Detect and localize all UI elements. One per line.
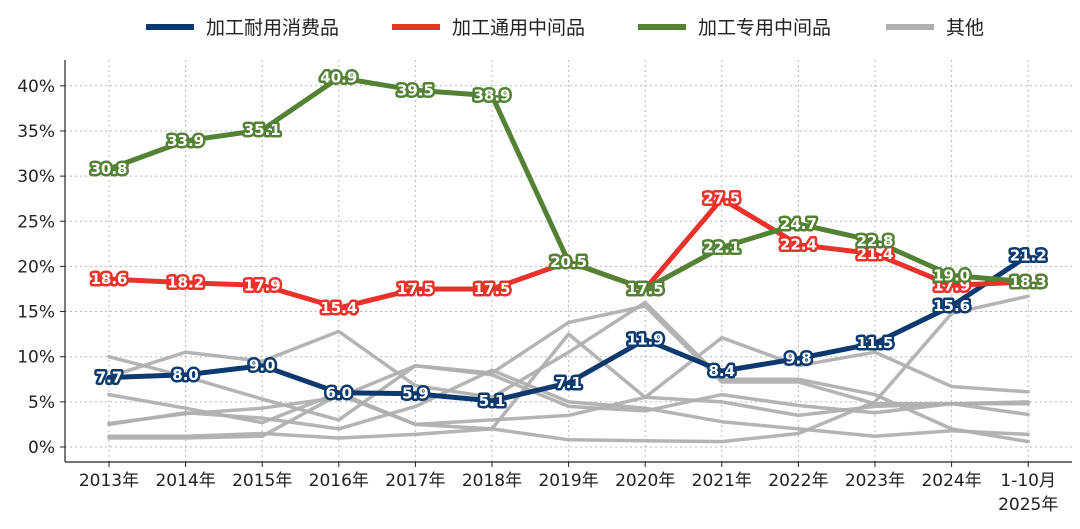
legend-label: 加工专用中间品 (698, 17, 831, 39)
y-tick-label: 20% (17, 257, 55, 277)
legend-label: 加工耐用消费品 (206, 17, 339, 39)
data-label: 40.9 (320, 69, 357, 87)
data-label: 8.0 (172, 366, 199, 384)
series-line-other (107, 368, 1030, 438)
y-tick-label: 10% (17, 348, 55, 368)
data-label: 5.1 (479, 392, 506, 410)
x-tick-label: 2013年 (79, 471, 139, 491)
data-label: 18.3 (1010, 273, 1047, 291)
data-label: 21.2 (1010, 247, 1047, 265)
data-label: 19.0 (933, 266, 970, 284)
x-tick-label: 2020年 (615, 471, 675, 491)
data-label: 11.9 (627, 331, 664, 349)
x-tick-label: 2021年 (692, 471, 752, 491)
x-tick-label: 2019年 (538, 471, 598, 491)
data-label: 15.4 (320, 299, 357, 317)
data-label: 9.0 (249, 357, 276, 375)
data-label: 39.5 (397, 81, 434, 99)
data-label: 17.9 (933, 276, 970, 294)
legend: 加工耐用消费品 加工通用中间品 加工专用中间品 其他 (146, 17, 984, 39)
x-tick-label: 2015年 (232, 471, 292, 491)
data-label: 17.5 (473, 280, 510, 298)
data-label: 22.4 (780, 236, 817, 254)
y-tick-label: 5% (28, 393, 55, 413)
data-label: 7.1 (555, 374, 582, 392)
x-tick-label: 2016年 (309, 471, 369, 491)
data-label: 5.9 (402, 385, 429, 403)
data-label: 27.5 (703, 190, 740, 208)
y-tick-label: 30% (17, 167, 55, 187)
data-label: 30.8 (90, 160, 127, 178)
x-tick-label: 2022年 (768, 471, 828, 491)
data-label: 35.1 (244, 121, 281, 139)
data-label: 6.0 (326, 384, 353, 402)
data-label: 18.3 (1010, 273, 1047, 291)
data-label: 11.5 (856, 334, 893, 352)
data-label: 21.4 (856, 245, 893, 263)
series-line-other (107, 392, 1030, 440)
data-label: 9.8 (785, 350, 812, 368)
data-label: 17.5 (627, 280, 664, 298)
data-label: 8.4 (709, 362, 736, 380)
x-tick-label: 2018年 (462, 471, 522, 491)
data-label: 20.5 (550, 253, 587, 271)
y-tick-label: 0% (28, 438, 55, 458)
x-tick-label: 2023年 (845, 471, 905, 491)
series-line-other (107, 294, 1030, 444)
series-line-加工耐用消费品 (106, 253, 1031, 404)
series-line-other (107, 300, 1030, 444)
legend-label: 加工通用中间品 (452, 17, 585, 39)
series-line-其他 (107, 332, 1030, 431)
series-line-other (107, 363, 1030, 426)
data-label: 22.8 (856, 232, 893, 250)
legend-label: 其他 (946, 17, 984, 39)
data-label: 20.5 (550, 253, 587, 271)
data-label: 17.9 (244, 276, 281, 294)
data-label: 17.5 (397, 280, 434, 298)
y-tick-label: 40% (17, 77, 55, 97)
data-label: 18.2 (167, 274, 204, 292)
x-tick-label: 2017年 (385, 471, 445, 491)
data-label: 33.9 (167, 132, 204, 150)
x-tick-sublabel: 2025年 (998, 495, 1058, 515)
y-tick-label: 35% (17, 122, 55, 142)
y-tick-label: 15% (17, 303, 55, 323)
data-label: 7.7 (96, 368, 123, 386)
data-label: 17.5 (627, 280, 664, 298)
data-label: 22.1 (703, 238, 740, 256)
x-tick-label: 2024年 (921, 471, 981, 491)
x-tick-label: 1-10月 (1000, 471, 1056, 491)
data-label: 18.6 (90, 270, 127, 288)
y-tick-label: 25% (17, 212, 55, 232)
data-label: 24.7 (780, 215, 817, 233)
data-label: 38.9 (473, 87, 510, 105)
data-label: 15.6 (933, 297, 970, 315)
x-tick-label: 2014年 (155, 471, 215, 491)
series-line-加工专用中间品 (106, 75, 1031, 292)
